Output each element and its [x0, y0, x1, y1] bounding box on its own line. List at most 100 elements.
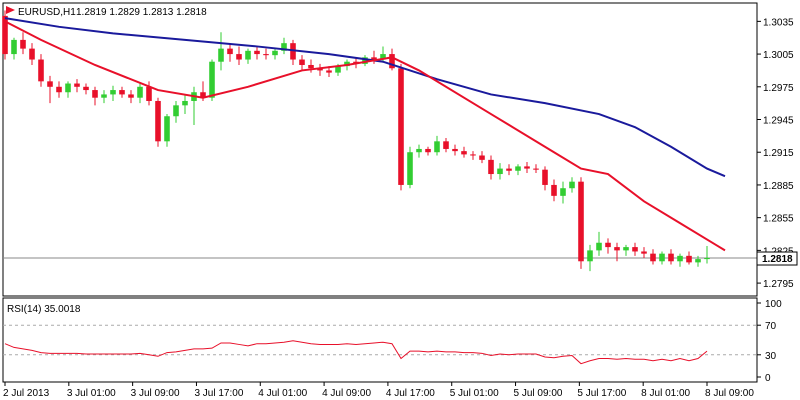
candle-body	[38, 59, 44, 82]
ma-slow-line	[4, 17, 726, 178]
candle-body	[56, 86, 62, 93]
candle-body	[101, 94, 107, 98]
candle-body	[326, 70, 332, 73]
candle-body	[299, 59, 305, 65]
candle-body	[2, 15, 8, 55]
candle-body	[236, 54, 242, 60]
rsi-tick-label: 0	[765, 373, 771, 384]
candle-body	[605, 242, 611, 248]
candle-body	[524, 166, 530, 169]
candle-body	[119, 90, 125, 95]
x-tick-label: 5 Jul 17:00	[577, 388, 626, 399]
x-tick-label: 5 Jul 01:00	[450, 388, 499, 399]
x-tick-label: 8 Jul 01:00	[641, 388, 690, 399]
y-tick-label: 1.2945	[763, 116, 794, 127]
x-tick-label: 5 Jul 09:00	[514, 388, 563, 399]
x-tick-label: 3 Jul 01:00	[67, 388, 116, 399]
candle-body	[632, 247, 638, 252]
candle-body	[281, 43, 287, 51]
x-tick-label: 2 Jul 2013	[3, 388, 50, 399]
candle-body	[452, 148, 458, 152]
candle-body	[551, 184, 557, 196]
candle-body	[542, 169, 548, 185]
rsi-line	[4, 340, 708, 365]
header-arrow-icon	[6, 6, 15, 14]
candle-body	[569, 181, 575, 189]
current-price-badge: 1.2818	[756, 251, 798, 266]
candle-body	[578, 181, 584, 262]
candle-body	[677, 255, 683, 262]
header-ohlc: 1.2819 1.2829 1.2813 1.2818	[76, 7, 207, 18]
y-tick-label: 1.2975	[763, 83, 794, 94]
candle-body	[137, 86, 143, 98]
candle-body	[155, 100, 161, 142]
candle-body	[272, 50, 278, 56]
main-panel-frame	[2, 2, 758, 297]
candle-body	[488, 159, 494, 175]
y-tick-label: 1.2855	[763, 214, 794, 225]
candle-body	[470, 154, 476, 156]
candle-body	[146, 86, 152, 101]
candle-body	[245, 50, 251, 60]
candle-body	[263, 54, 269, 56]
x-tick-label: 3 Jul 17:00	[194, 388, 243, 399]
candle-body	[434, 141, 440, 153]
candle-body	[497, 168, 503, 175]
ma-fast-line	[4, 20, 726, 252]
candle-body	[218, 48, 224, 62]
candle-body	[371, 57, 377, 60]
candle-body	[83, 86, 89, 91]
candle-body	[254, 50, 260, 55]
candle-body	[29, 48, 35, 60]
candle-body	[290, 43, 296, 60]
candle-body	[461, 151, 467, 155]
candle-body	[398, 68, 404, 185]
rsi-tick-label: 100	[765, 299, 782, 310]
candle-body	[560, 188, 566, 196]
candle-body	[380, 54, 386, 60]
candle-body	[200, 92, 206, 98]
candle-body	[515, 166, 521, 171]
candle-body	[209, 61, 215, 98]
candle-body	[479, 155, 485, 160]
candle-body	[425, 148, 431, 153]
candle-body	[695, 259, 701, 263]
rsi-tick-label: 70	[765, 321, 777, 332]
y-tick-label: 1.3005	[763, 50, 794, 61]
candle-body	[74, 83, 80, 87]
y-tick-label: 1.2915	[763, 148, 794, 159]
x-tick-label: 4 Jul 17:00	[386, 388, 435, 399]
candle-body	[92, 90, 98, 98]
candle-body	[20, 39, 26, 49]
candle-body	[389, 54, 395, 69]
svg-text:1.2818: 1.2818	[762, 254, 793, 265]
candle-body	[686, 255, 692, 263]
candle-body	[11, 39, 17, 55]
candle-body	[164, 116, 170, 142]
candle-body	[668, 253, 674, 262]
candle-body	[641, 251, 647, 254]
candle-body	[650, 253, 656, 262]
rsi-axis-ticks: 100 70 30 0	[3, 299, 782, 384]
candle-body	[344, 61, 350, 67]
y-tick-label: 1.3035	[763, 17, 794, 28]
rsi-label: RSI(14) 35.0018	[7, 304, 81, 315]
candle-body	[614, 247, 620, 251]
candle-body	[443, 141, 449, 149]
header-symbol: EURUSD,H1	[18, 7, 76, 18]
candle-body	[308, 64, 314, 69]
candle-body	[407, 152, 413, 185]
y-tick-label: 1.2885	[763, 181, 794, 192]
candle-body	[65, 83, 71, 93]
candle-body	[416, 148, 422, 153]
candle-body	[335, 66, 341, 73]
y-tick-label: 1.2795	[763, 279, 794, 290]
candle-body	[173, 105, 179, 117]
candle-body	[587, 250, 593, 262]
candle-body	[182, 100, 188, 106]
rsi-panel-frame	[2, 297, 758, 383]
candle-body	[47, 81, 53, 87]
candle-body	[317, 68, 323, 71]
